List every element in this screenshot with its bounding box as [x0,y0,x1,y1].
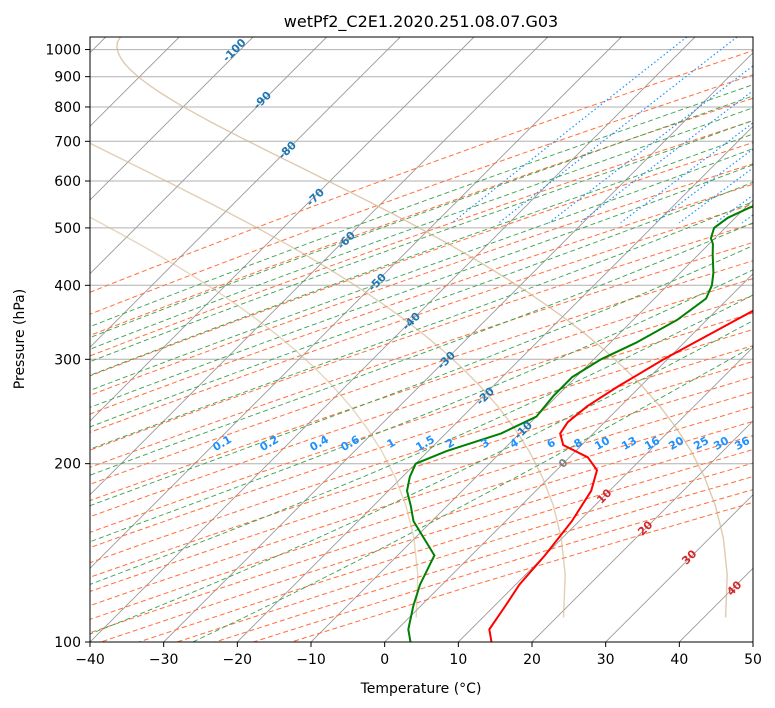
x-tick-label: 30 [597,652,615,668]
x-tick-label: 20 [523,652,541,668]
plot-frame [89,36,754,643]
moist-adiabat-line [90,84,753,328]
dry-adiabat-line [90,376,753,593]
isotherm-line [531,420,753,642]
moist-adiabat-line [90,320,753,635]
moist-adiabat-line [90,119,753,363]
x-tick-label: −10 [296,652,326,668]
moist-adiabat-line [90,133,753,376]
dry-adiabat-line [90,391,753,607]
x-tick-label: 40 [670,652,688,668]
isotherm-line [310,199,753,642]
isotherm-line [90,37,401,348]
x-tick-label: 10 [449,652,467,668]
moist-adiabat-line [90,164,753,408]
isotherm-line [90,37,622,569]
dry-adiabat-line [90,142,753,377]
y-tick-label: 600 [54,174,81,190]
mixing-ratio-line [620,122,753,224]
y-tick-label: 700 [54,134,81,150]
y-tick-label: 800 [54,100,81,116]
trapezoid-curve [90,142,566,618]
x-tick-label: −30 [149,652,179,668]
trapezoid-curve [116,37,728,618]
y-tick-label: 900 [54,70,81,86]
dry-adiabat-line [90,328,753,549]
dry-adiabat-line [90,312,753,533]
isotherm-line [384,273,753,642]
isotherm-line [90,37,328,275]
moist-adiabat-line [90,148,753,391]
moist-adiabat-line [90,201,753,450]
x-tick-label: −40 [75,652,105,668]
isotherm-line [90,37,254,201]
dewpoint-profile-line [405,205,753,642]
moist-adiabat-line [90,294,753,585]
x-tick-label: 50 [744,652,762,668]
moist-adiabat-line [90,181,753,428]
dry-adiabat-line [90,345,753,564]
dry-adiabat-line [90,278,753,502]
moist-adiabat-line [90,269,753,543]
x-axis-title: Temperature (°C) [360,681,482,697]
isotherm-line [163,52,753,642]
mixing-ratio-line [548,65,753,224]
isotherm-line [90,37,549,496]
dry-adiabat-line [90,50,753,293]
y-axis-title: Pressure (hPa) [12,289,28,389]
mixing-ratio-line [498,37,738,224]
y-tick-label: 300 [54,352,81,368]
isotherm-line [457,346,753,642]
isotherm-line [90,37,696,642]
dry-adiabat-line [90,360,753,578]
y-tick-label: 1000 [45,43,81,59]
chart-title: wetPf2_C2E1.2020.251.08.07.G03 [284,12,558,32]
plot-area: -100-90-80-70-60-50-40-30-20-100.1 0.2 0.4… [90,37,753,642]
moist-adiabat-line [90,222,753,476]
y-tick-label: 400 [54,278,81,294]
mixing-ratio-line [451,37,688,224]
y-tick-label: 200 [54,457,81,473]
temperature-profile-line [488,309,753,642]
moist-adiabat-line [90,95,753,339]
x-tick-label: 0 [380,652,389,668]
y-tick-label: 100 [54,635,81,651]
x-tick-label: −20 [223,652,253,668]
moist-adiabat-line [90,107,753,350]
trapezoid-curve [90,216,419,618]
y-tick-label: 500 [54,221,81,237]
isotherm-line [90,37,475,422]
dry-adiabat-line [90,163,753,396]
isotherm-line [605,494,753,642]
axes: −40 −30 −20 −10 0 10 20 30 40 50 100 200 300 400 500 60… [45,43,762,668]
dry-adiabat-line [90,97,753,336]
dry-adiabat-line [90,295,753,518]
